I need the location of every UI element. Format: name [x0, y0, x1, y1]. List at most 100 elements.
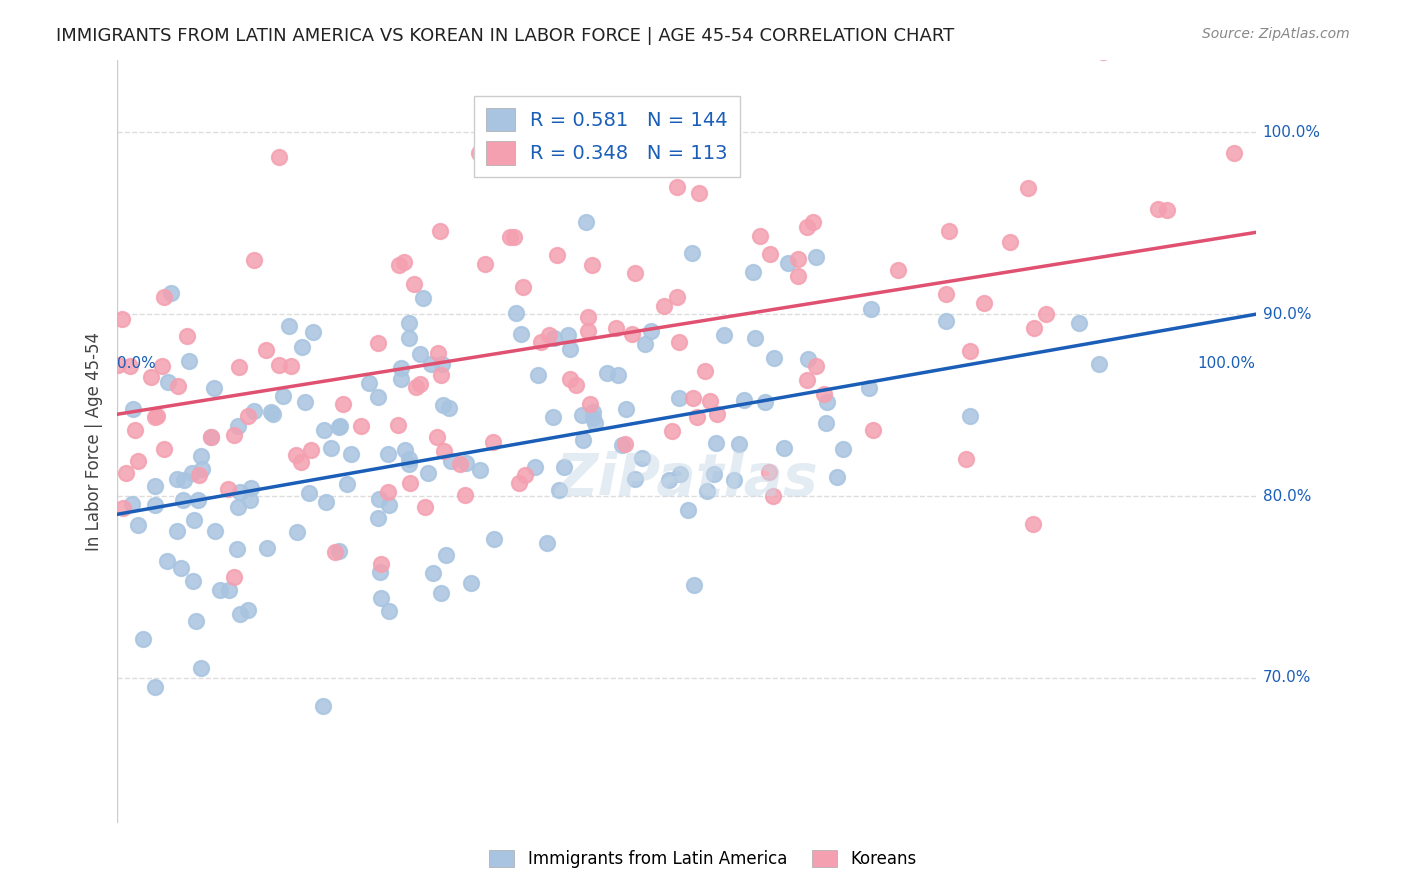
Point [226, 541, 249, 556]
Point [758, 465, 780, 479]
Point [935, 314, 957, 328]
Point [186, 614, 208, 628]
Point [579, 397, 602, 411]
Point [294, 394, 316, 409]
Point [228, 359, 250, 374]
Point [801, 215, 824, 229]
Point [758, 246, 780, 260]
Point [387, 417, 409, 432]
Point [200, 430, 222, 444]
Point [200, 430, 222, 444]
Point [157, 376, 180, 390]
Point [582, 410, 605, 425]
Point [509, 327, 531, 342]
Point [222, 570, 245, 584]
Point [290, 455, 312, 469]
Point [557, 328, 579, 343]
Point [153, 290, 176, 304]
Point [1223, 146, 1246, 161]
Text: 0.0%: 0.0% [117, 356, 156, 371]
Text: ZiPatlas: ZiPatlas [555, 451, 818, 508]
Point [959, 343, 981, 358]
Point [481, 435, 503, 450]
Point [536, 536, 558, 550]
Point [430, 368, 453, 383]
Point [624, 472, 647, 486]
Point [526, 368, 548, 382]
Point [523, 460, 546, 475]
Point [778, 256, 800, 270]
Point [440, 454, 463, 468]
Point [786, 268, 808, 283]
Point [613, 437, 636, 451]
Point [938, 224, 960, 238]
Point [262, 407, 284, 421]
Point [1067, 316, 1090, 330]
Point [422, 566, 444, 580]
Point [814, 416, 837, 430]
Point [239, 481, 262, 495]
Point [166, 524, 188, 538]
Point [291, 341, 314, 355]
Point [676, 503, 699, 517]
Point [1017, 181, 1039, 195]
Point [118, 359, 141, 374]
Point [166, 379, 188, 393]
Point [166, 472, 188, 486]
Point [576, 324, 599, 338]
Point [370, 557, 392, 571]
Point [582, 405, 605, 419]
Point [368, 491, 391, 506]
Point [558, 343, 581, 357]
Point [323, 545, 346, 559]
Point [139, 370, 162, 384]
Point [654, 161, 676, 176]
Point [269, 358, 291, 372]
Point [277, 319, 299, 334]
Point [202, 381, 225, 395]
Point [145, 410, 167, 425]
Point [285, 448, 308, 462]
Point [565, 378, 588, 392]
Point [572, 434, 595, 448]
Point [312, 424, 335, 438]
Point [153, 442, 176, 457]
Point [409, 377, 432, 392]
Point [173, 473, 195, 487]
Point [796, 373, 818, 387]
Point [398, 331, 420, 345]
Point [370, 591, 392, 605]
Point [321, 441, 343, 455]
Point [405, 379, 427, 393]
Point [1022, 517, 1045, 532]
Text: 100.0%: 100.0% [1263, 125, 1320, 140]
Point [859, 302, 882, 317]
Text: 100.0%: 100.0% [1198, 356, 1256, 371]
Point [329, 419, 352, 434]
Point [546, 248, 568, 262]
Point [575, 215, 598, 229]
Point [434, 548, 457, 562]
Point [242, 403, 264, 417]
Point [408, 347, 430, 361]
Point [553, 459, 575, 474]
Point [623, 266, 645, 280]
Point [1147, 202, 1170, 216]
Point [560, 372, 582, 386]
Point [430, 357, 453, 371]
Point [340, 447, 363, 461]
Point [132, 632, 155, 646]
Point [998, 235, 1021, 249]
Point [121, 497, 143, 511]
Point [581, 258, 603, 272]
Point [548, 483, 571, 498]
Point [683, 578, 706, 592]
Point [804, 250, 827, 264]
Point [404, 277, 426, 292]
Legend: Immigrants from Latin America, Koreans: Immigrants from Latin America, Koreans [482, 843, 924, 875]
Point [181, 574, 204, 588]
Point [723, 473, 745, 487]
Point [513, 468, 536, 483]
Point [858, 381, 880, 395]
Point [825, 469, 848, 483]
